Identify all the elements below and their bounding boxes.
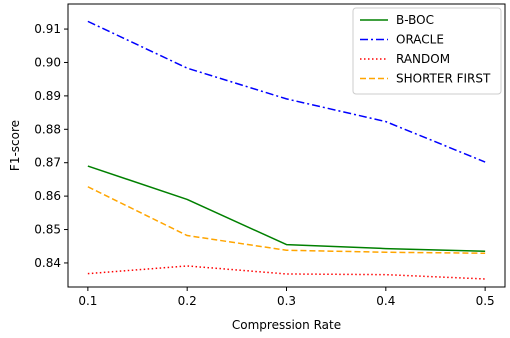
y-tick-label: 0.87 <box>34 156 61 170</box>
series-line-oracle <box>87 20 486 163</box>
legend-label: B-BOC <box>396 13 434 27</box>
legend-label: RANDOM <box>396 52 450 66</box>
legend-label: SHORTER FIRST <box>396 72 491 86</box>
y-tick-label: 0.84 <box>34 256 61 270</box>
series-line-b-boc <box>87 165 486 252</box>
y-tick-label: 0.86 <box>34 189 61 203</box>
series-layer <box>87 20 486 280</box>
x-tick-label: 0.4 <box>376 294 395 308</box>
x-tick-label: 0.3 <box>277 294 296 308</box>
legend-label: ORACLE <box>396 33 444 47</box>
legend-box <box>352 7 502 95</box>
x-tick-label: 0.1 <box>78 294 97 308</box>
y-axis-label: F1-score <box>8 120 22 171</box>
x-axis-label: Compression Rate <box>232 318 341 332</box>
y-axis-ticks: 0.84 0.85 0.86 0.87 0.88 0.89 0.90 0.91 <box>34 22 68 270</box>
y-tick-label: 0.91 <box>34 22 61 36</box>
y-tick-label: 0.89 <box>34 89 61 103</box>
x-axis-ticks: 0.1 0.2 0.3 0.4 0.5 <box>78 287 495 308</box>
y-tick-label: 0.90 <box>34 55 61 69</box>
series-line-shorter-first <box>87 186 486 254</box>
x-tick-label: 0.5 <box>476 294 495 308</box>
legend: B-BOC ORACLE RANDOM SHORTER FIRST <box>352 7 502 95</box>
y-tick-label: 0.88 <box>34 122 61 136</box>
x-tick-label: 0.2 <box>178 294 197 308</box>
y-tick-label: 0.85 <box>34 223 61 237</box>
